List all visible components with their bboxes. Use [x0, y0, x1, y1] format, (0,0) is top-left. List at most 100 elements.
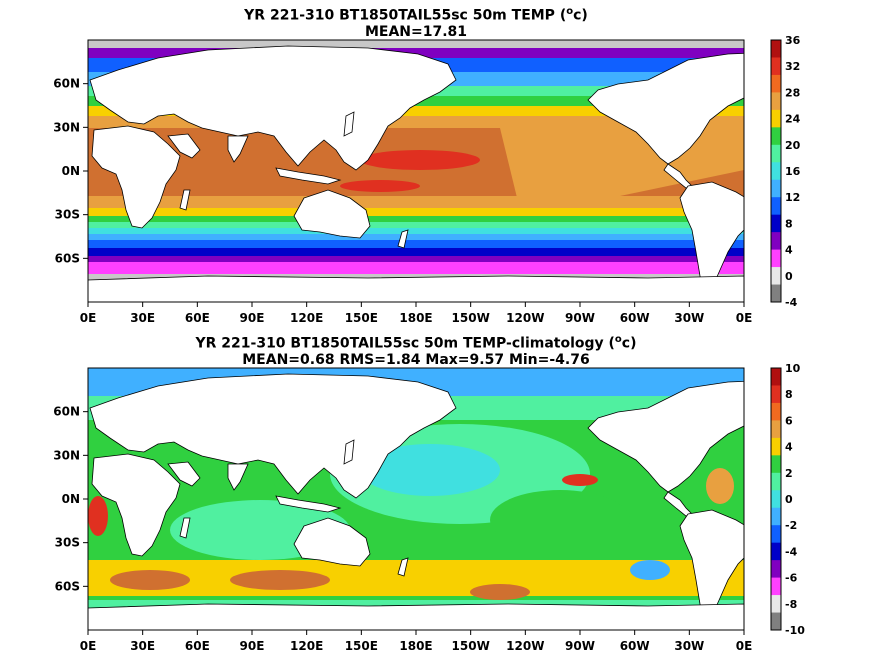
colorbar-swatch [771, 525, 781, 544]
colorbar-swatch [771, 612, 781, 631]
colorbar-swatch [771, 368, 781, 386]
lat-label: 30S [55, 536, 80, 550]
colorbar-swatch [771, 232, 781, 251]
colorbar-tick-label: -10 [785, 624, 805, 637]
colorbar-swatch [771, 109, 781, 128]
lon-label: 0E [80, 311, 97, 325]
colorbar-tick-label: -4 [785, 545, 798, 558]
colorbar-swatch [771, 542, 781, 561]
panel1-title-unit-sup: o [566, 6, 574, 17]
lon-label: 90E [240, 311, 265, 325]
colorbar-swatch [771, 197, 781, 216]
colorbar-swatch [771, 455, 781, 474]
colorbar-swatch [771, 179, 781, 198]
lon-label: 30E [130, 639, 155, 653]
lon-label: 90W [565, 311, 595, 325]
colorbar-tick-label: 24 [785, 113, 801, 126]
lon-label: 120W [506, 311, 544, 325]
colorbar-frame [770, 367, 782, 631]
colorbar-swatch [771, 595, 781, 614]
colorbar-swatch [771, 57, 781, 76]
colorbar-swatch [771, 507, 781, 526]
colorbar-swatch [771, 162, 781, 181]
colorbar-swatch [771, 420, 781, 439]
lon-label: 150E [345, 311, 378, 325]
lon-label: 120E [290, 311, 323, 325]
colorbar-swatch [771, 92, 781, 111]
lon-label: 150W [452, 311, 490, 325]
colorbar-tick-label: 2 [785, 467, 793, 480]
colorbar-tick-label: 4 [785, 244, 793, 257]
colorbar-swatch [771, 144, 781, 163]
colorbar-swatch [771, 40, 781, 58]
colorbar-tick-label: 20 [785, 139, 801, 152]
lon-label: 60W [620, 639, 650, 653]
colorbar-swatch [771, 214, 781, 233]
panel2-title-line1: YR 221-310 BT1850TAIL55sc 50m TEMP-clima… [195, 335, 615, 352]
colorbar-swatch [771, 74, 781, 93]
colorbar-swatch [771, 437, 781, 456]
colorbar-tick-label: -4 [785, 296, 798, 309]
colorbar-swatch [771, 560, 781, 579]
lon-label: 30W [674, 311, 704, 325]
panel2-map [88, 368, 744, 630]
lon-label: 60W [620, 311, 650, 325]
colorbar-tick-label: -2 [785, 519, 797, 532]
lon-label: 60E [185, 311, 210, 325]
panel1-map [88, 40, 744, 302]
lon-label: 0E [80, 639, 97, 653]
colorbar-swatch [771, 577, 781, 596]
colorbar-tick-label: 0 [785, 493, 793, 506]
lon-label: 180E [399, 311, 432, 325]
lat-label: 60N [53, 405, 80, 419]
lon-label: 0E [736, 311, 753, 325]
lon-label: 90E [240, 639, 265, 653]
colorbar-tick-label: 10 [785, 362, 801, 375]
panel2-subtitle: MEAN=0.68 RMS=1.84 Max=9.57 Min=-4.76 [242, 351, 590, 368]
lat-label: 30N [53, 120, 80, 134]
colorbar-tick-label: 6 [785, 414, 793, 427]
panel1-title: YR 221-310 BT1850TAIL55sc 50m TEMP (oc) … [88, 4, 744, 40]
colorbar-tick-label: 28 [785, 86, 800, 99]
colorbar-tick-label: 8 [785, 388, 793, 401]
lat-label: 60S [55, 579, 80, 593]
lat-label: 60N [53, 77, 80, 91]
colorbar-swatch [771, 402, 781, 421]
lon-label: 150W [452, 639, 490, 653]
panel2-title-unit-end: c) [621, 335, 637, 352]
colorbar-tick-label: 12 [785, 191, 800, 204]
colorbar-swatch [771, 127, 781, 146]
panel1-title-line1: YR 221-310 BT1850TAIL55sc 50m TEMP ( [244, 7, 567, 24]
lon-label: 150E [345, 639, 378, 653]
lon-label: 60E [185, 639, 210, 653]
colorbar-tick-label: 8 [785, 217, 793, 230]
panel2-title-unit-sup: o [614, 334, 622, 345]
panel2-title: YR 221-310 BT1850TAIL55sc 50m TEMP-clima… [88, 332, 744, 368]
colorbar-swatch [771, 267, 781, 286]
lon-label: 120E [290, 639, 323, 653]
lon-label: 30E [130, 311, 155, 325]
colorbar-swatch [771, 472, 781, 491]
colorbar-swatch [771, 385, 781, 404]
lat-label: 30S [55, 208, 80, 222]
colorbar-tick-label: 16 [785, 165, 801, 178]
lat-label: 0N [62, 164, 80, 178]
lon-label: 30W [674, 639, 704, 653]
colorbar-swatch [771, 490, 781, 509]
lon-label: 120W [506, 639, 544, 653]
colorbar-tick-label: -8 [785, 598, 797, 611]
colorbar-tick-label: -6 [785, 572, 798, 585]
panel1-subtitle: MEAN=17.81 [364, 23, 468, 40]
lon-label: 0E [736, 639, 753, 653]
colorbar-tick-label: 36 [785, 34, 801, 47]
axes-layer: 0E 30E 60E 90E 120E 150E 180E 150W 120W 90W 60W 30W… [53, 77, 752, 653]
lat-label: 30N [53, 448, 80, 462]
lon-label: 90W [565, 639, 595, 653]
lon-label: 180E [399, 639, 432, 653]
colorbar-swatch [771, 249, 781, 268]
colorbar-tick-label: 32 [785, 60, 800, 73]
lat-label: 60S [55, 251, 80, 265]
panel1-title-unit-end: c) [573, 7, 588, 24]
